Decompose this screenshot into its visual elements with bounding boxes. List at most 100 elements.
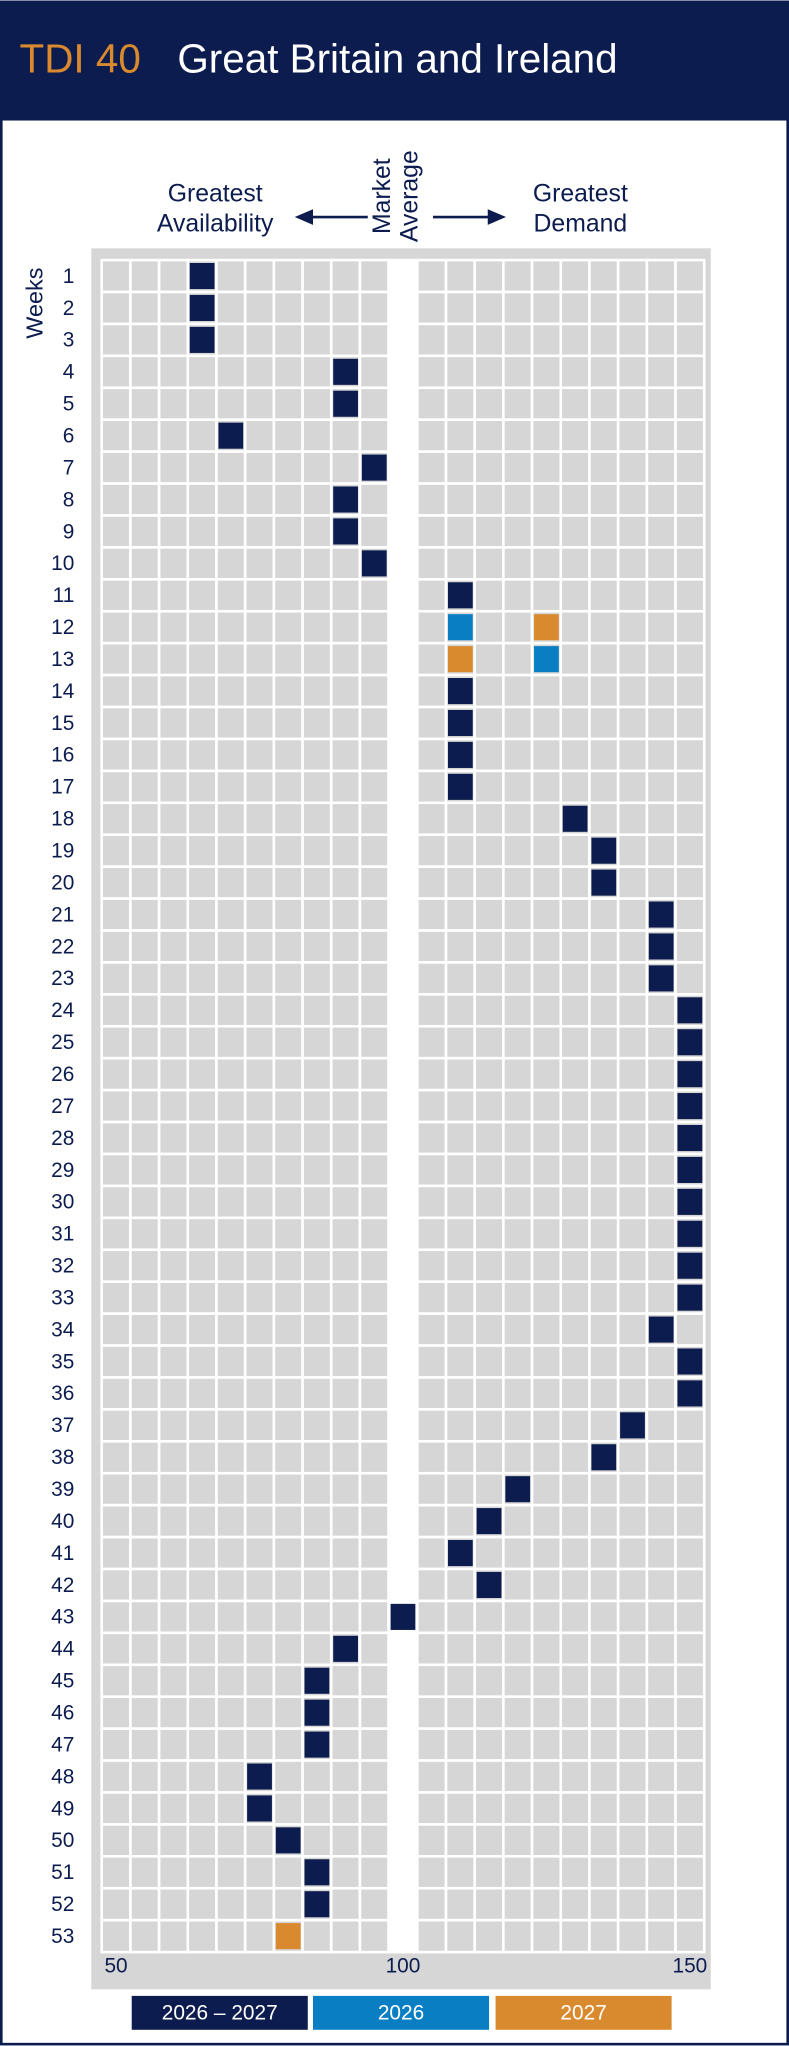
grid-cell (473, 514, 505, 549)
grid-cell (444, 1056, 477, 1092)
grid-cell (329, 1248, 362, 1283)
grid-cell (588, 1823, 620, 1858)
grid-cell (645, 450, 677, 485)
grid-cell (358, 1312, 390, 1347)
grid-cell (416, 1599, 448, 1635)
grid-cell (186, 897, 218, 932)
grid-cell (588, 1471, 620, 1507)
grid-cell (416, 450, 448, 485)
grid-cell (588, 578, 620, 613)
grid-cell (502, 1503, 534, 1539)
grid-cell (100, 1599, 132, 1635)
grid-cell (559, 1440, 591, 1475)
grid-cell (645, 290, 677, 326)
grid-cell (215, 705, 247, 741)
grid-cell (588, 1631, 620, 1667)
grid-cell (444, 514, 477, 549)
grid-cell (588, 1120, 620, 1156)
gap-cell (387, 290, 419, 326)
grid-cell (329, 418, 362, 453)
grid-cell (243, 1535, 276, 1571)
grid-cell (157, 769, 190, 805)
grid-cell (473, 578, 505, 613)
gap-cell (387, 769, 419, 805)
grid-cell (129, 993, 161, 1028)
grid-cell (645, 801, 677, 837)
grid-cell (100, 609, 132, 645)
grid-cell (674, 769, 706, 805)
grid-cell (358, 1088, 390, 1124)
grid-cell (473, 1088, 505, 1124)
grid-cell (416, 1695, 448, 1730)
grid-cell (530, 1759, 563, 1794)
grid-cell (559, 1727, 591, 1762)
grid-cell (272, 865, 304, 900)
y-tick-label: 6 (63, 424, 75, 447)
grid-cell (100, 865, 132, 900)
grid-cell (243, 1823, 276, 1858)
grid-cell (243, 1152, 276, 1188)
grid-cell (588, 1855, 620, 1890)
grid-cell (588, 1248, 620, 1283)
grid-cell (473, 546, 505, 581)
grid-cell (645, 1599, 677, 1635)
grid-cell (502, 801, 534, 837)
grid-cell (100, 1344, 132, 1379)
gap-cell (387, 1024, 419, 1060)
grid-cell (645, 641, 677, 677)
grid-cell (502, 1088, 534, 1124)
grid-cell (645, 1408, 677, 1443)
grid-cell (272, 1408, 304, 1443)
grid-cell (186, 737, 218, 773)
grid-cell (416, 865, 448, 900)
grid-cell (329, 993, 362, 1028)
grid-cell (444, 1663, 477, 1699)
gap-cell (387, 1918, 419, 1954)
grid-cell (129, 386, 161, 422)
grid-cell (502, 705, 534, 741)
gap-cell (387, 1312, 419, 1347)
grid-cell (215, 1886, 247, 1922)
grid-cell (416, 897, 448, 932)
grid-cell (358, 1535, 390, 1571)
grid-cell (559, 1216, 591, 1252)
grid-cell (674, 801, 706, 837)
grid-cell (301, 641, 333, 677)
grid-cell (530, 1855, 563, 1890)
grid-cell (588, 769, 620, 805)
grid-cell (129, 1503, 161, 1539)
grid-cell (645, 1503, 677, 1539)
grid-cell (129, 1216, 161, 1252)
grid-cell (215, 1567, 247, 1603)
week-marker (447, 709, 473, 737)
grid-cell (416, 801, 448, 837)
grid-cell (502, 641, 534, 677)
grid-cell (243, 1918, 276, 1954)
grid-cell (530, 929, 563, 964)
grid-cell (444, 290, 477, 326)
legend-swatch (495, 1995, 672, 2030)
grid-cell (416, 1663, 448, 1699)
grid-cell (358, 1471, 390, 1507)
grid-cell (588, 450, 620, 485)
grid-cell (645, 1024, 677, 1060)
grid-cell (502, 1695, 534, 1730)
grid-cell (358, 1248, 390, 1283)
y-tick-label: 9 (63, 520, 75, 543)
grid-cell (416, 833, 448, 868)
grid-cell (674, 833, 706, 868)
gap-cell (387, 1152, 419, 1188)
grid-cell (329, 1344, 362, 1379)
grid-cell (272, 1216, 304, 1252)
grid-cell (272, 450, 304, 485)
grid-cell (215, 322, 247, 358)
grid-cell (129, 1312, 161, 1347)
grid-cell (588, 1376, 620, 1411)
y-tick-label: 36 (51, 1382, 74, 1405)
grid-cell (444, 1791, 477, 1826)
grid-cell (215, 609, 247, 645)
week-marker (591, 837, 617, 864)
grid-cell (186, 801, 218, 837)
grid-cell (616, 1855, 649, 1890)
